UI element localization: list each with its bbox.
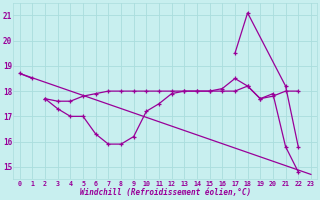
X-axis label: Windchill (Refroidissement éolien,°C): Windchill (Refroidissement éolien,°C) (80, 188, 251, 197)
